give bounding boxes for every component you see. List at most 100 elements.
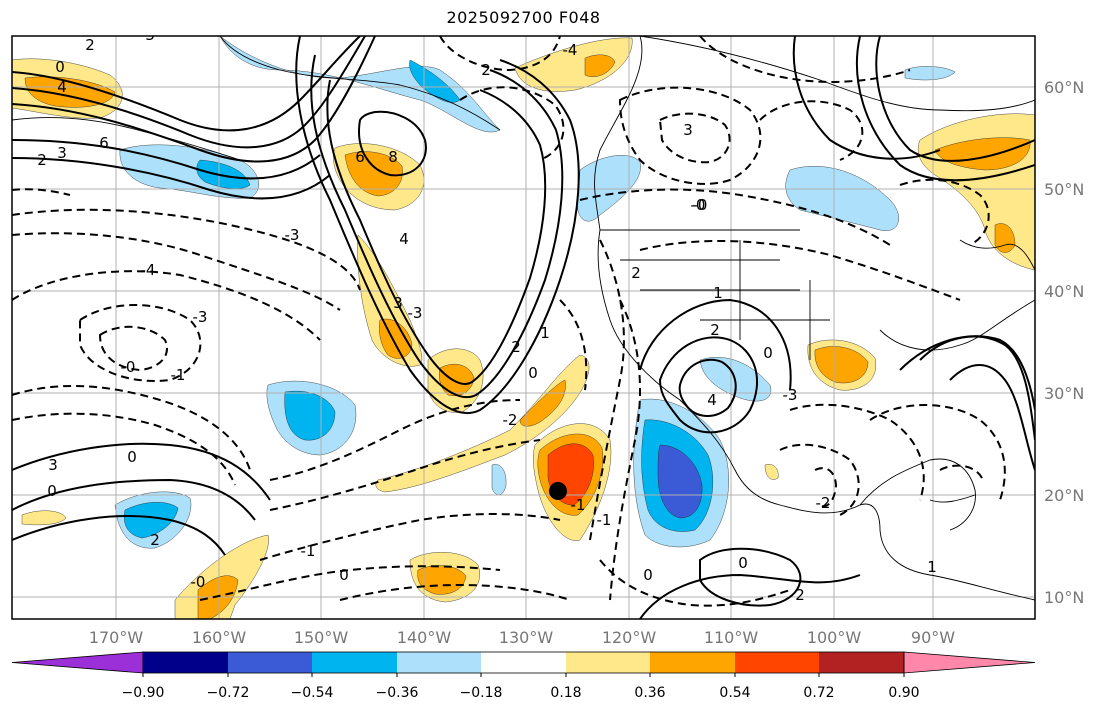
lon-label: 160°W [192, 628, 247, 647]
contour-label: -3 [783, 386, 798, 404]
lat-label: 60°N [1044, 78, 1084, 97]
shade-light-yellow [514, 37, 633, 92]
contour-label: 4 [707, 391, 717, 409]
colorbar-segment [481, 652, 566, 673]
map-title: 2025092700 F048 [446, 8, 601, 27]
contour-label: 1 [927, 558, 937, 576]
longitude-tick-labels: 170°W 160°W 150°W 140°W 130°W 120°W 110°… [89, 628, 955, 647]
shade-light-yellow [764, 464, 779, 480]
colorbar-segment [735, 652, 819, 673]
contour-label: -2 [503, 411, 518, 429]
contour-label: -1 [597, 511, 612, 529]
colorbar-label: −0.54 [291, 685, 334, 701]
colorbar-segment [312, 652, 397, 673]
contour-label: -4 [563, 41, 578, 59]
colorbar-segment [143, 652, 228, 673]
shade-orange [814, 346, 869, 384]
shade-orange [584, 54, 616, 77]
contour-label: 6 [99, 134, 109, 152]
contour-label: 2 [795, 586, 805, 604]
contour-label: 2 [37, 151, 47, 169]
contour-label: 0 [47, 482, 57, 500]
colorbar-segment [819, 652, 904, 673]
contour-label: -3 [193, 308, 208, 326]
contour-label: 2 [85, 36, 95, 54]
colorbar-extend-max [903, 651, 1036, 674]
shade-light-blue [785, 166, 899, 231]
shade-light-blue [491, 464, 507, 495]
contour-label: 0 [127, 448, 137, 466]
colorbar-segment [650, 652, 735, 673]
contour-label: 3 [57, 144, 67, 162]
shade-light-blue [904, 66, 956, 81]
contour-label: 2 [511, 338, 521, 356]
lat-label: 50°N [1044, 180, 1084, 199]
colorbar-label: 0.72 [803, 685, 834, 701]
lon-label: 150°W [294, 628, 349, 647]
contour-label: -0 [691, 196, 706, 214]
shade-light-yellow [21, 510, 67, 526]
lon-label: 170°W [89, 628, 144, 647]
contour-label: 4 [57, 78, 67, 96]
contour-label: -1 [571, 496, 586, 514]
shade-orange [934, 137, 1031, 171]
dashed-contour-layer [12, 36, 1006, 607]
shade-blue [196, 159, 251, 189]
contour-label: -4 [141, 261, 156, 279]
contour-label: 0 [339, 566, 349, 584]
lat-lon-gridlines [12, 36, 1035, 619]
contour-label: 0 [643, 566, 653, 584]
contour-label: 8 [388, 148, 398, 166]
contour-label: 4 [399, 230, 409, 248]
contour-label: 6 [355, 148, 365, 166]
colorbar-label: −0.72 [207, 685, 250, 701]
contour-label: 3 [393, 294, 403, 312]
latitude-tick-labels: 60°N 50°N 40°N 30°N 20°N 10°N [1044, 78, 1084, 607]
colorbar-segment [228, 652, 312, 673]
contour-label: 2 [631, 264, 641, 282]
colorbar-tick-labels: −0.90 −0.72 −0.54 −0.36 −0.18 0.18 0.36 … [122, 685, 920, 701]
colorbar-segment [566, 652, 650, 673]
contour-label: -3 [285, 226, 300, 244]
contour-label: 0 [55, 58, 65, 76]
lat-label: 20°N [1044, 486, 1084, 505]
contour-label: 0 [738, 554, 748, 572]
lon-label: 110°W [704, 628, 759, 647]
contour-label: 0 [528, 364, 538, 382]
contour-label: -0 [121, 358, 136, 376]
colorbar-label: 0.90 [888, 685, 919, 701]
map-frame [11, 35, 1036, 620]
contour-label: -1 [301, 542, 316, 560]
colorbar-label: 0.54 [719, 685, 750, 701]
contour-label: -0 [693, 196, 708, 214]
contour-label: 3 [683, 121, 693, 139]
lon-label: 120°W [602, 628, 657, 647]
contour-label: 2 [150, 531, 160, 549]
colorbar-segment [397, 652, 481, 673]
colorbar-label: 0.36 [634, 685, 665, 701]
contour-label: 3 [145, 26, 155, 44]
shade-mid-blue [657, 444, 703, 519]
lat-label: 30°N [1044, 384, 1084, 403]
contour-label: 0 [763, 344, 773, 362]
contour-label: 2 [710, 321, 720, 339]
contour-label: 1 [540, 324, 550, 342]
colorbar-label: −0.36 [376, 685, 419, 701]
location-marker [549, 482, 567, 500]
contour-layer [12, 36, 1035, 619]
shade-light-yellow [375, 354, 590, 493]
colorbar-border [142, 651, 905, 674]
lat-label: 10°N [1044, 588, 1084, 607]
contour-label: -0 [191, 573, 206, 591]
colorbar-label: −0.90 [122, 685, 165, 701]
colorbar-label: −0.18 [460, 685, 503, 701]
colorbar [11, 651, 1036, 677]
contour-label: -2 [816, 494, 831, 512]
shade-orange [344, 151, 403, 197]
lon-label: 100°W [807, 628, 862, 647]
contour-label: 3 [48, 456, 58, 474]
colorbar-label: 0.18 [550, 685, 581, 701]
contour-label: -1 [171, 366, 186, 384]
